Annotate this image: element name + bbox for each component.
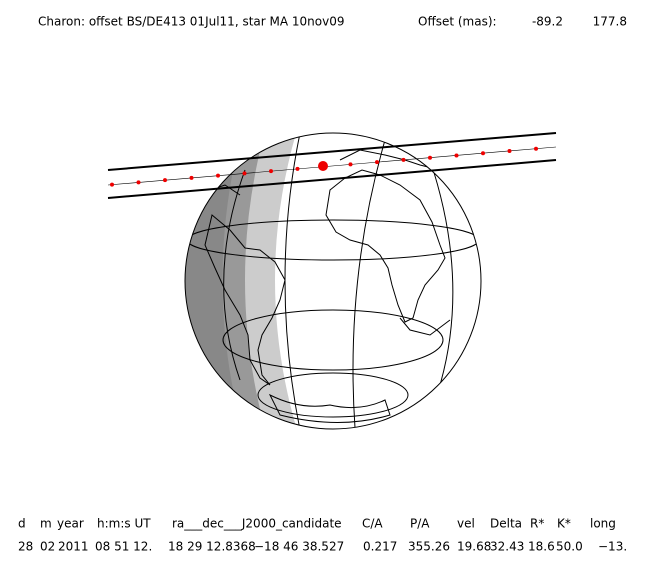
path-dot [375, 160, 379, 165]
cell-value: −18 46 38.527 [254, 540, 344, 554]
path-dot [110, 182, 114, 187]
offset-value: -89.2 [532, 15, 563, 29]
cell-value: 32.43 [490, 540, 524, 554]
path-dot [189, 175, 194, 180]
path-dot [163, 178, 167, 183]
column-header: m [40, 517, 52, 531]
path-dot [295, 166, 300, 171]
path-limit [107, 132, 557, 171]
column-header: P/A [410, 517, 430, 531]
path-dot [242, 171, 247, 176]
cell-value: 18.6 [528, 540, 555, 554]
shadow-path [107, 132, 557, 199]
cell-value: 28 [18, 540, 33, 554]
cell-value: 08 51 12. [95, 540, 152, 554]
path-dot [534, 146, 538, 151]
column-header: long [590, 517, 616, 531]
title: Charon: offset BS/DE413 01Jul11, star MA… [38, 15, 344, 29]
column-header: K* [557, 517, 571, 531]
closest-approach [318, 161, 328, 171]
path-dot [481, 151, 485, 156]
cell-value: −13. [598, 540, 627, 554]
column-header: ra___dec___J2000_candidate [172, 517, 342, 531]
column-header: Delta [490, 517, 522, 531]
cell-value: 18 29 12.8368 [168, 540, 256, 554]
path-dot [348, 162, 353, 167]
cell-value: 2011 [58, 540, 89, 554]
offset-label: Offset (mas): [418, 15, 497, 29]
cell-value: 0.217 [363, 540, 397, 554]
offset-value: 177.8 [593, 15, 627, 29]
column-header: R* [530, 517, 544, 531]
globe [184, 132, 482, 430]
column-header: C/A [362, 517, 383, 531]
column-header: h:m:s UT [97, 517, 151, 531]
column-header: vel [457, 517, 475, 531]
cell-value: 355.26 [408, 540, 450, 554]
path-dot [401, 157, 406, 162]
cell-value: 19.68 [457, 540, 491, 554]
path-dot [428, 155, 432, 160]
event-table: d m year h:m:s UT ra___dec___J2000_candidate… [18, 517, 627, 554]
cell-value: 02 [40, 540, 55, 554]
path-limit [107, 159, 557, 199]
column-header: year [57, 517, 84, 531]
path-dot [454, 153, 459, 158]
path-dot [136, 180, 141, 185]
path-dot [269, 169, 273, 174]
path-dot [507, 148, 512, 153]
cell-value: 50.0 [556, 540, 583, 554]
column-header: d [18, 517, 26, 531]
path-dot [216, 173, 220, 178]
